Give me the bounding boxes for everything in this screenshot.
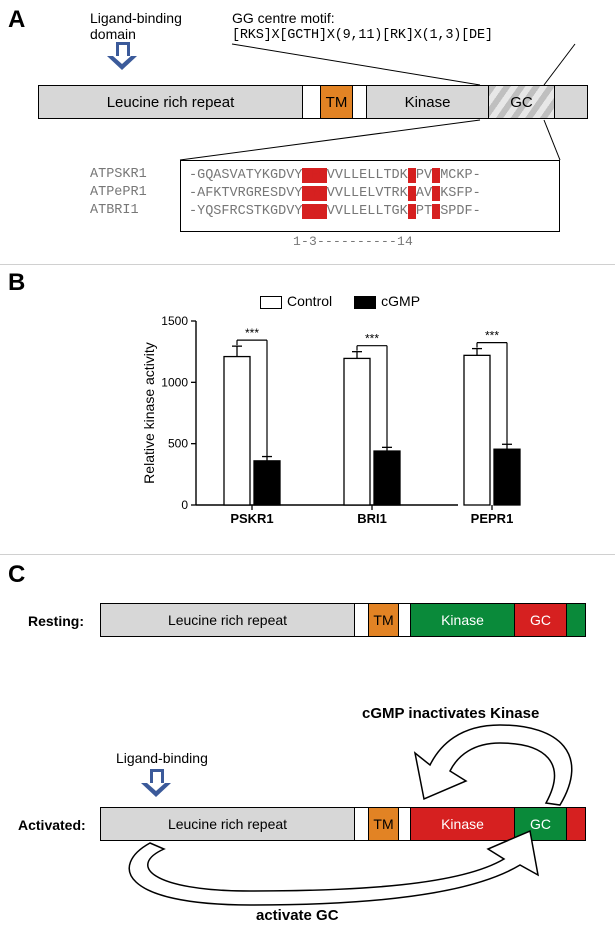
activate-gc-annotation: activate GC — [256, 907, 339, 924]
align-label-0: ATPSKR1 — [90, 166, 147, 184]
domain-gap1 — [303, 86, 321, 118]
alignment-box: -GQASVATYKGDVYSFGVVLLELLTDKRPVDMCKP--AFK… — [180, 160, 560, 232]
align-label-2: ATBRI1 — [90, 202, 147, 220]
kinase-activity-chart: 0 500 1000 1500 Relative kinase activity *** P… — [138, 299, 468, 539]
panel-b-label: B — [8, 269, 25, 297]
domain-gap2 — [353, 86, 367, 118]
panel-c: C Resting: Leucine rich repeat TM Kinase… — [0, 555, 615, 943]
svg-text:0: 0 — [181, 498, 188, 512]
domain-gc: GC — [489, 86, 555, 118]
alignment-ruler: 1-3----------14 — [293, 234, 413, 249]
svg-text:***: *** — [245, 326, 259, 340]
leader-lines-top — [0, 0, 615, 160]
feedback-arrows — [0, 555, 615, 943]
svg-text:***: *** — [365, 332, 379, 346]
svg-text:500: 500 — [168, 437, 188, 451]
domain-gc-text: GC — [510, 94, 533, 111]
domain-kinase: Kinase — [367, 86, 489, 118]
alignment-labels: ATPSKR1 ATPePR1 ATBRI1 — [90, 166, 147, 220]
domain-lrr: Leucine rich repeat — [39, 86, 303, 118]
align-label-1: ATPePR1 — [90, 184, 147, 202]
svg-text:BRI1: BRI1 — [357, 511, 387, 526]
svg-text:1500: 1500 — [161, 314, 188, 328]
arrow-cgmp-to-kinase — [415, 725, 572, 805]
svg-text:PEPR1: PEPR1 — [471, 511, 514, 526]
domain-tail — [555, 86, 587, 118]
svg-text:1000: 1000 — [161, 375, 188, 389]
arrow-activate-gc — [129, 831, 538, 905]
domain-tm: TM — [321, 86, 353, 118]
svg-text:PSKR1: PSKR1 — [230, 511, 273, 526]
chart-svg: 0 500 1000 1500 Relative kinase activity *** P… — [138, 299, 468, 539]
panel-b: B Control cGMP 050010001500Relative kina… — [0, 265, 615, 555]
svg-text:Relative kinase activity: Relative kinase activity — [141, 342, 157, 484]
svg-text:***: *** — [485, 329, 499, 343]
panel-a: A Ligand-binding domain GG centre motif:… — [0, 0, 615, 265]
domain-bar: Leucine rich repeat TM Kinase GC — [38, 85, 588, 119]
